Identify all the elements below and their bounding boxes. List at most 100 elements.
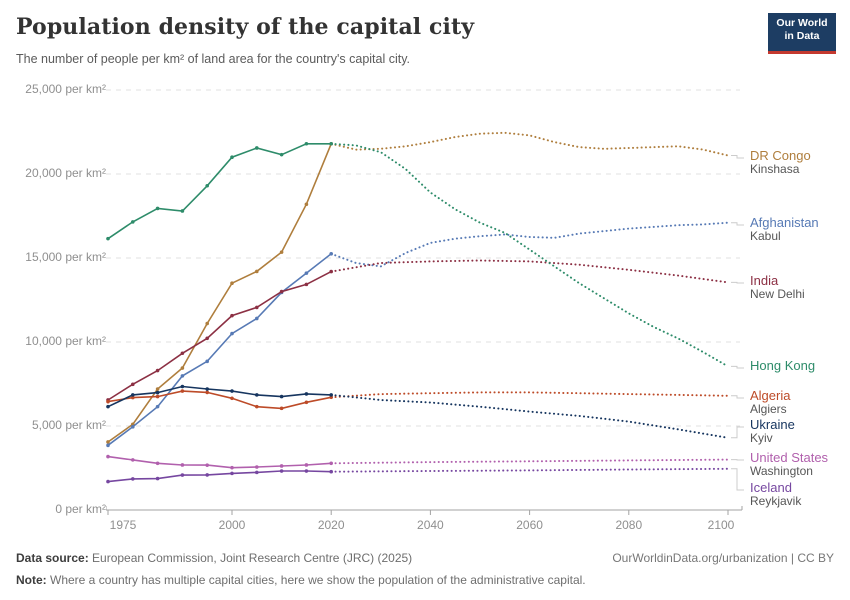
series-label-hong-kong[interactable]: Hong Kong (750, 359, 850, 373)
owid-logo-line1: Our World (776, 17, 828, 29)
series-projection-line[interactable] (330, 458, 729, 465)
data-point-marker (254, 404, 259, 409)
data-point-marker (205, 336, 209, 341)
data-point-marker (131, 382, 135, 387)
series-projection-line[interactable] (330, 259, 729, 284)
series-label-afghanistan[interactable]: Afghanistan Kabul (750, 216, 850, 243)
x-axis-tick-label: 1975 (109, 518, 137, 532)
label-connector (731, 365, 744, 369)
chart-subtitle: The number of people per km² of land are… (16, 52, 411, 66)
series-history-line[interactable] (107, 470, 332, 483)
series-label-dr-congo[interactable]: DR Congo Kinshasa (750, 149, 850, 176)
data-point-marker (329, 252, 334, 256)
data-point-marker (180, 366, 185, 370)
series-history-line[interactable] (107, 390, 332, 410)
data-point-marker (155, 461, 160, 466)
note-line: Note: Where a country has multiple capit… (16, 573, 586, 587)
data-point-marker (155, 206, 160, 211)
data-point-marker (205, 387, 209, 391)
x-axis-tick-label: 2040 (417, 518, 444, 532)
series-history-line[interactable] (107, 143, 332, 240)
data-point-marker (230, 331, 234, 336)
series-country-label[interactable]: Iceland (750, 480, 792, 495)
series-label-iceland[interactable]: Iceland Reykjavik (750, 481, 850, 508)
data-point-marker (329, 269, 334, 274)
data-point-marker (155, 394, 160, 399)
data-point-marker (304, 202, 309, 207)
data-point-marker (279, 469, 284, 473)
data-point-marker (131, 395, 135, 400)
series-city-label: Reykjavik (750, 494, 802, 508)
data-point-marker (106, 440, 110, 444)
data-point-marker (254, 305, 259, 310)
data-point-marker (230, 155, 234, 159)
label-connector (731, 281, 744, 284)
series-label-united-states[interactable]: United States Washington (750, 451, 850, 478)
series-history-line[interactable] (107, 253, 332, 446)
series-label-india[interactable]: India New Delhi (750, 274, 850, 301)
label-connector (731, 155, 744, 159)
series-country-label[interactable]: United States (750, 450, 829, 465)
series-label-ukraine[interactable]: Ukraine Kyiv (750, 418, 850, 445)
x-axis-tick-label: 2060 (516, 518, 543, 532)
data-point-marker (230, 465, 234, 470)
data-point-marker (230, 396, 234, 401)
data-point-marker (279, 394, 284, 399)
series-city-label: Kinshasa (750, 162, 800, 176)
series-history-line[interactable] (107, 385, 332, 408)
data-point-marker (205, 473, 209, 477)
data-point-marker (254, 316, 259, 321)
note-label: Note: (16, 573, 47, 587)
series-country-label[interactable]: DR Congo (750, 148, 811, 163)
y-axis-tick-label: 10,000 per km² (0, 334, 106, 348)
series-projection-line[interactable] (330, 393, 729, 439)
rights-link[interactable]: OurWorldinData.org/urbanization | CC BY (612, 551, 834, 565)
series-projection-line[interactable] (330, 142, 729, 368)
series-projection-line[interactable] (330, 391, 729, 399)
data-point-marker (205, 321, 209, 326)
series-country-label[interactable]: Hong Kong (750, 358, 816, 373)
data-point-marker (254, 393, 259, 397)
x-axis-tick-label: 2000 (218, 518, 246, 532)
series-label-algeria[interactable]: Algeria Algiers (750, 389, 850, 416)
series-country-label[interactable]: Ukraine (750, 417, 795, 432)
y-axis-tick-label: 5,000 per km² (0, 418, 106, 432)
data-point-marker (329, 461, 334, 466)
series-country-label[interactable]: India (750, 273, 779, 288)
data-point-marker (131, 477, 135, 481)
data-point-marker (155, 404, 160, 409)
data-point-marker (106, 443, 110, 448)
data-point-marker (254, 470, 259, 475)
series-projection-line[interactable] (330, 221, 729, 268)
data-point-marker (131, 458, 135, 462)
data-point-marker (230, 471, 234, 476)
data-source-text: European Commission, Joint Research Cent… (88, 551, 413, 565)
label-connector (731, 426, 744, 439)
data-point-marker (180, 209, 185, 213)
series-history-line[interactable] (107, 455, 332, 469)
data-point-marker (279, 250, 284, 254)
series-history-line[interactable] (107, 143, 332, 443)
data-point-marker (180, 384, 185, 389)
data-point-marker (155, 368, 160, 373)
series-country-label[interactable]: Algeria (750, 388, 791, 403)
series-projection-line[interactable] (330, 467, 729, 473)
series-city-label: Kyiv (750, 431, 773, 445)
data-point-marker (205, 359, 209, 364)
data-point-marker (106, 236, 110, 241)
series-city-label: Washington (750, 464, 813, 478)
data-point-marker (180, 463, 185, 467)
data-point-marker (329, 141, 334, 146)
x-axis-tick-label: 2020 (317, 518, 345, 532)
series-country-label[interactable]: Afghanistan (750, 215, 819, 230)
data-point-marker (304, 463, 309, 467)
data-point-marker (329, 469, 334, 474)
series-city-label: Algiers (750, 402, 787, 416)
data-point-marker (279, 406, 284, 411)
series-history-line[interactable] (107, 270, 332, 401)
data-point-marker (230, 313, 234, 318)
series-projection-line[interactable] (330, 131, 729, 157)
data-point-marker (304, 282, 309, 287)
